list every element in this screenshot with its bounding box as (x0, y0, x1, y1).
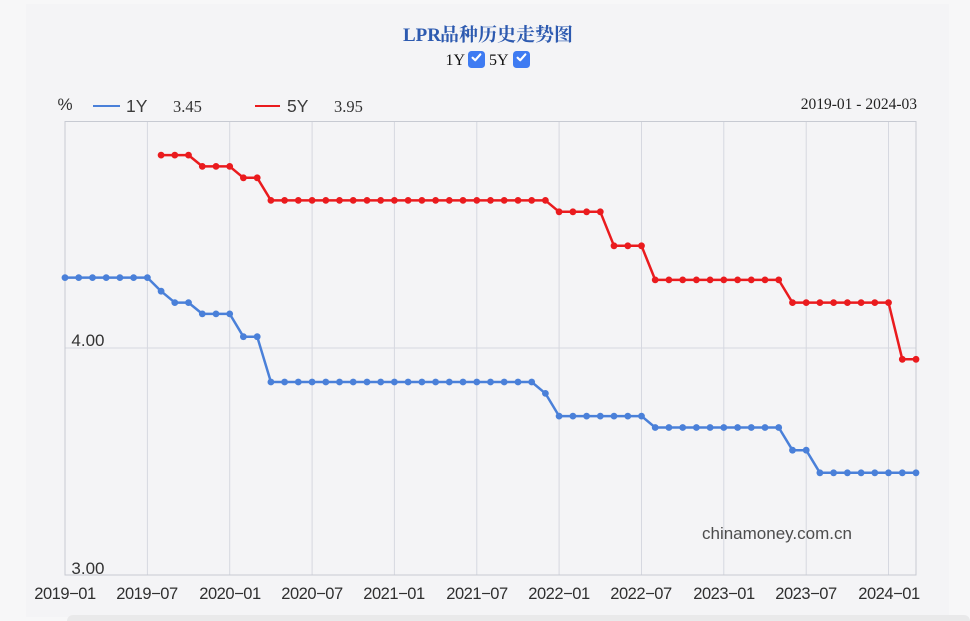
svg-text:LPR: LPR (403, 25, 441, 46)
